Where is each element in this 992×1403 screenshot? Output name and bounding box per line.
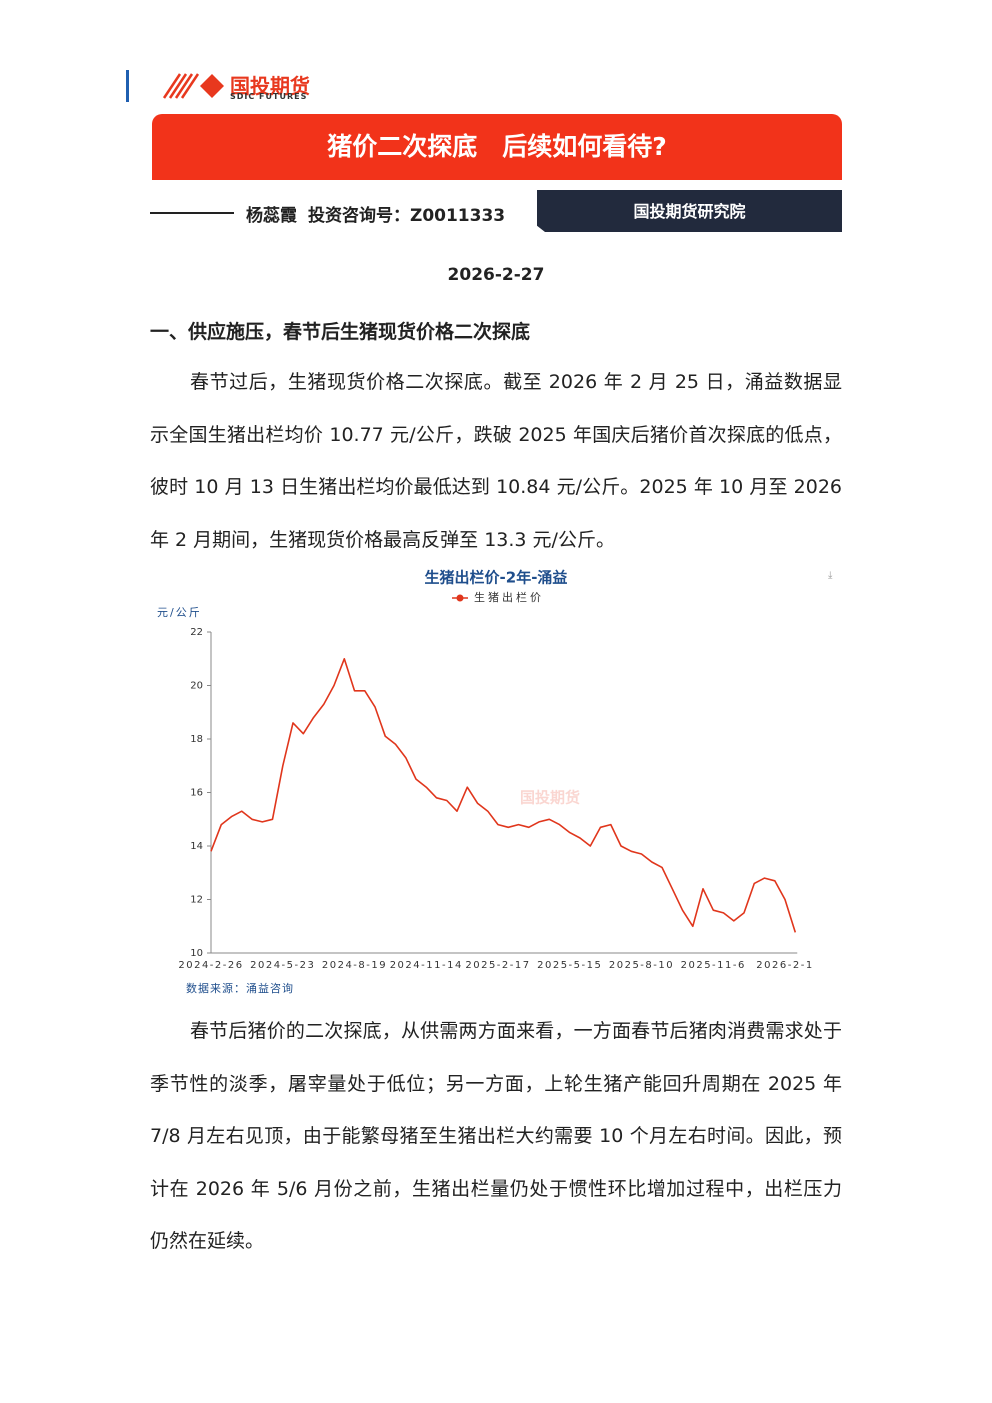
y-tick-label: 10: [190, 948, 203, 959]
x-tick-label: 2024-2-26: [178, 960, 243, 971]
y-tick-label: 14: [190, 841, 203, 852]
margin-bar: [126, 70, 129, 102]
y-tick-label: 22: [190, 627, 203, 638]
logo-en: SDIC FUTURES: [230, 92, 308, 101]
legend-dot: [456, 594, 464, 602]
y-tick-label: 12: [190, 895, 203, 906]
x-tick-label: 2024-11-14: [390, 960, 463, 971]
author-rule: [150, 212, 234, 214]
chart: 生猪出栏价-2年-涌益 ⤓ 元/公斤 数据来源：涌益咨询 国投期货 10 12 14…: [157, 569, 833, 996]
section-heading: 一、供应施压，春节后生猪现货价格二次探底: [150, 321, 531, 343]
x-tick-label: 2024-8-19: [322, 960, 387, 971]
license: 投资咨询号：Z0011333: [308, 206, 506, 226]
x-tick-label: 2025-2-17: [465, 960, 530, 971]
date: 2026-2-27: [447, 265, 545, 285]
y-tick-label: 16: [190, 788, 203, 799]
x-tick-label: 2026-2-1: [756, 960, 813, 971]
title-banner: 猪价二次探底 后续如何看待?: [152, 114, 842, 180]
chart-title: 生猪出栏价-2年-涌益: [425, 569, 568, 587]
paragraph: 春节过后，生猪现货价格二次探底。截至 2026 年 2 月 25 日，涌益数据显…: [150, 371, 842, 551]
paragraph: 春节后猪价的二次探底，从供需两方面来看，一方面春节后猪肉消费需求处于季节性的淡季…: [150, 1020, 842, 1252]
logo-cn: 国投期货: [230, 74, 310, 98]
x-tick-label: 2025-5-15: [537, 960, 602, 971]
y-axis-label: 元/公斤: [157, 606, 202, 619]
legend-label: 生猪出栏价: [474, 590, 544, 604]
watermark: 国投期货: [520, 789, 580, 807]
y-tick-label: 18: [190, 734, 203, 745]
download-icon[interactable]: ⤓: [828, 570, 833, 581]
author: 杨蕊霞: [246, 206, 297, 226]
x-tick-label: 2025-11-6: [681, 960, 746, 971]
y-tick-label: 20: [190, 681, 203, 692]
institute-tag: 国投期货研究院: [537, 190, 842, 232]
source: 数据来源：涌益咨询: [186, 981, 294, 995]
line-series: [210, 658, 797, 933]
x-tick-label: 2024-5-23: [250, 960, 315, 971]
x-tick-label: 2025-8-10: [609, 960, 674, 971]
logo-mark: [162, 73, 224, 99]
